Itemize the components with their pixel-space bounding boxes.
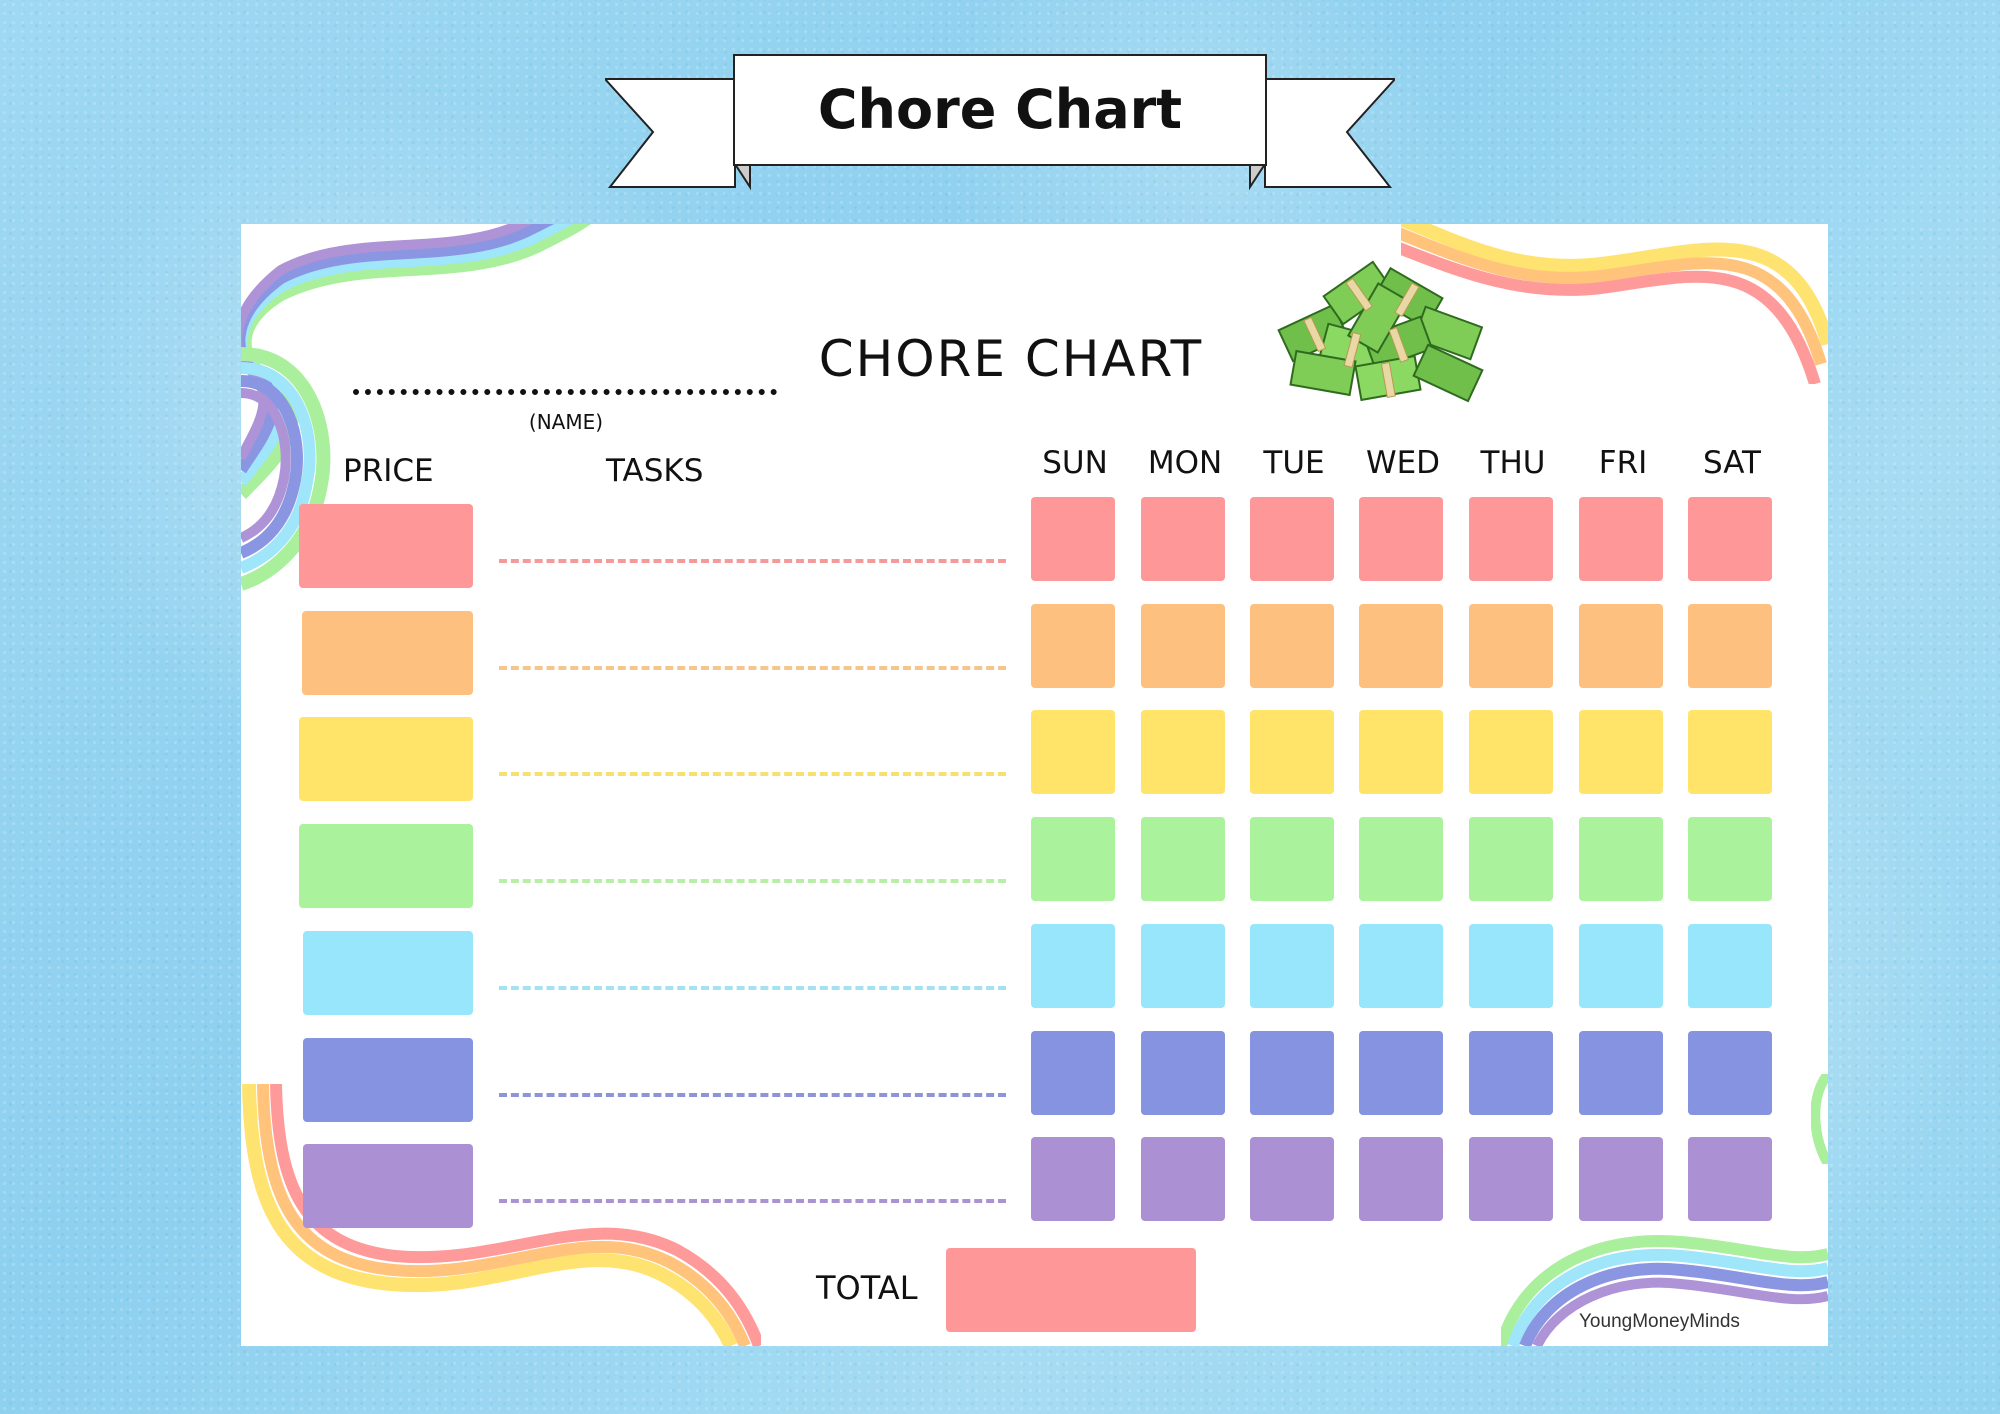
total-label: TOTAL xyxy=(816,1269,918,1307)
rainbow-swirl-bottom-left xyxy=(242,1084,761,1346)
day-cell-mon-row-4[interactable] xyxy=(1141,817,1225,902)
day-header-tue: TUE xyxy=(1263,445,1325,481)
day-cell-wed-row-5[interactable] xyxy=(1359,923,1443,1008)
rainbow-swirl-bottom-right xyxy=(1501,1235,1828,1346)
day-cell-sun-row-6[interactable] xyxy=(1031,1030,1115,1115)
day-cell-wed-row-4[interactable] xyxy=(1359,817,1443,902)
day-cell-mon-row-2[interactable] xyxy=(1141,603,1225,688)
day-cell-fri-row-2[interactable] xyxy=(1579,603,1663,688)
task-line-row-2[interactable] xyxy=(499,665,1006,670)
day-cell-fri-row-4[interactable] xyxy=(1579,817,1663,902)
day-cell-sat-row-3[interactable] xyxy=(1688,710,1772,795)
day-cell-mon-row-5[interactable] xyxy=(1141,923,1225,1008)
task-line-row-1[interactable] xyxy=(499,559,1006,563)
total-box[interactable] xyxy=(946,1248,1196,1332)
day-cell-tue-row-7[interactable] xyxy=(1250,1137,1334,1222)
price-box-row-7[interactable] xyxy=(303,1144,473,1229)
day-cell-mon-row-6[interactable] xyxy=(1141,1030,1225,1115)
day-cell-fri-row-7[interactable] xyxy=(1579,1137,1663,1222)
price-box-row-3[interactable] xyxy=(299,717,473,802)
day-cell-sun-row-4[interactable] xyxy=(1031,817,1115,902)
day-cell-wed-row-2[interactable] xyxy=(1359,603,1443,688)
title-ribbon xyxy=(605,54,1395,191)
day-header-sat: SAT xyxy=(1703,445,1761,481)
day-header-mon: MON xyxy=(1147,445,1223,481)
banner-title: Chore Chart xyxy=(817,77,1183,141)
day-cell-mon-row-7[interactable] xyxy=(1141,1137,1225,1222)
name-field[interactable] xyxy=(353,389,777,395)
price-box-row-2[interactable] xyxy=(302,610,473,695)
task-line-row-4[interactable] xyxy=(499,879,1006,884)
day-cell-wed-row-7[interactable] xyxy=(1359,1137,1443,1222)
task-line-row-5[interactable] xyxy=(499,985,1006,990)
price-box-row-5[interactable] xyxy=(303,930,473,1015)
day-cell-sun-row-1[interactable] xyxy=(1031,497,1115,581)
day-cell-wed-row-1[interactable] xyxy=(1359,497,1443,581)
day-cell-thu-row-2[interactable] xyxy=(1469,603,1553,688)
day-cell-sun-row-3[interactable] xyxy=(1031,710,1115,795)
tasks-header: TASKS xyxy=(606,453,704,489)
day-cell-thu-row-4[interactable] xyxy=(1469,817,1553,902)
day-cell-tue-row-1[interactable] xyxy=(1250,497,1334,581)
day-cell-thu-row-6[interactable] xyxy=(1469,1030,1553,1115)
day-cell-wed-row-3[interactable] xyxy=(1359,710,1443,795)
day-cell-sat-row-5[interactable] xyxy=(1688,923,1772,1008)
day-cell-thu-row-5[interactable] xyxy=(1469,923,1553,1008)
price-box-row-4[interactable] xyxy=(299,824,473,909)
day-header-sun: SUN xyxy=(1042,445,1108,481)
day-cell-sat-row-2[interactable] xyxy=(1688,603,1772,688)
day-cell-tue-row-6[interactable] xyxy=(1250,1030,1334,1115)
day-cell-tue-row-2[interactable] xyxy=(1250,603,1334,688)
day-cell-fri-row-5[interactable] xyxy=(1579,923,1663,1008)
price-box-row-6[interactable] xyxy=(303,1037,473,1122)
day-header-thu: THU xyxy=(1480,445,1546,481)
rainbow-swirl-top-right xyxy=(1401,224,1828,384)
chore-chart-sheet: CHORE CHART (NAME) PRICE TASKS SUN MON T… xyxy=(241,224,1828,1346)
day-cell-tue-row-5[interactable] xyxy=(1250,923,1334,1008)
money-pile-icon xyxy=(1277,260,1484,403)
name-caption: (NAME) xyxy=(528,410,604,434)
day-cell-sat-row-4[interactable] xyxy=(1688,817,1772,902)
credit-text: YoungMoneyMinds xyxy=(1579,1311,1740,1332)
day-cell-sat-row-6[interactable] xyxy=(1688,1030,1772,1115)
rainbow-arc-left xyxy=(241,347,331,591)
rainbow-edge-right xyxy=(1811,1074,1828,1164)
day-cell-thu-row-1[interactable] xyxy=(1469,497,1553,581)
price-box-row-1[interactable] xyxy=(299,504,473,588)
task-line-row-7[interactable] xyxy=(499,1199,1006,1204)
day-cell-tue-row-3[interactable] xyxy=(1250,710,1334,795)
day-cell-fri-row-3[interactable] xyxy=(1579,710,1663,795)
day-cell-sun-row-7[interactable] xyxy=(1031,1137,1115,1222)
day-header-fri: FRI xyxy=(1598,445,1648,481)
day-cell-mon-row-3[interactable] xyxy=(1141,710,1225,795)
day-cell-fri-row-6[interactable] xyxy=(1579,1030,1663,1115)
day-cell-wed-row-6[interactable] xyxy=(1359,1030,1443,1115)
day-cell-mon-row-1[interactable] xyxy=(1141,497,1225,581)
price-header: PRICE xyxy=(343,453,434,489)
day-header-wed: WED xyxy=(1365,445,1441,481)
chart-heading: CHORE CHART xyxy=(818,330,1204,388)
day-cell-sat-row-7[interactable] xyxy=(1688,1137,1772,1222)
day-cell-fri-row-1[interactable] xyxy=(1579,497,1663,581)
task-line-row-6[interactable] xyxy=(499,1092,1006,1097)
day-cell-sun-row-5[interactable] xyxy=(1031,923,1115,1008)
task-line-row-3[interactable] xyxy=(499,772,1006,777)
day-cell-sun-row-2[interactable] xyxy=(1031,603,1115,688)
day-cell-thu-row-7[interactable] xyxy=(1469,1137,1553,1222)
day-cell-thu-row-3[interactable] xyxy=(1469,710,1553,795)
day-cell-tue-row-4[interactable] xyxy=(1250,817,1334,902)
day-cell-sat-row-1[interactable] xyxy=(1688,497,1772,581)
